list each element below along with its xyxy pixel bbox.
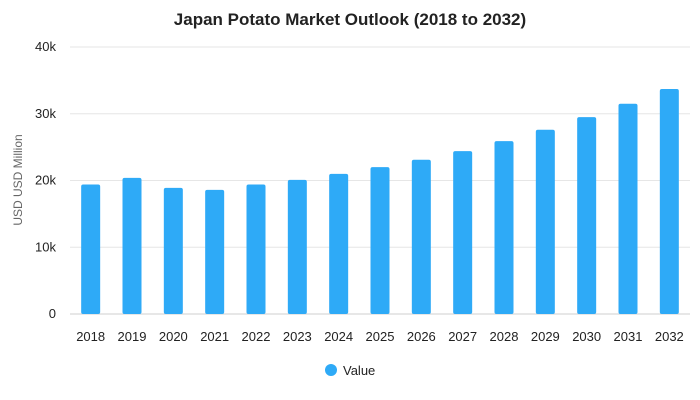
x-tick-label-2022: 2022 bbox=[242, 329, 271, 344]
bar-2020[interactable] bbox=[163, 187, 183, 314]
x-axis-ticks: 2018 2019 2020 2021 2022 2023 2024 2025 2026 2027… bbox=[76, 329, 684, 344]
x-tick-label-2020: 2020 bbox=[159, 329, 188, 344]
x-tick-label-2028: 2028 bbox=[490, 329, 519, 344]
bar-2028[interactable] bbox=[494, 141, 514, 314]
bar-2032[interactable] bbox=[659, 89, 679, 314]
legend-label-value: Value bbox=[343, 363, 375, 378]
y-tick-label: 10k bbox=[35, 239, 56, 254]
x-tick-label-2019: 2019 bbox=[118, 329, 147, 344]
bar-2029[interactable] bbox=[535, 129, 555, 314]
bar-2021[interactable] bbox=[205, 189, 225, 314]
bar-2022[interactable] bbox=[246, 184, 266, 315]
x-tick-label-2025: 2025 bbox=[366, 329, 395, 344]
y-tick-label: 0 bbox=[49, 306, 56, 321]
legend[interactable]: Value bbox=[325, 363, 375, 378]
x-tick-label-2027: 2027 bbox=[448, 329, 477, 344]
x-tick-label-2031: 2031 bbox=[614, 329, 643, 344]
y-tick-label: 20k bbox=[35, 173, 56, 188]
y-tick-label: 30k bbox=[35, 106, 56, 121]
bar-2025[interactable] bbox=[370, 167, 390, 314]
y-axis-label: USD USD Million bbox=[11, 134, 25, 225]
x-tick-label-2024: 2024 bbox=[324, 329, 353, 344]
bar-2018[interactable] bbox=[81, 184, 101, 315]
bar-2030[interactable] bbox=[577, 117, 597, 314]
x-tick-label-2032: 2032 bbox=[655, 329, 684, 344]
bar-2026[interactable] bbox=[411, 159, 431, 314]
x-tick-label-2021: 2021 bbox=[200, 329, 229, 344]
x-tick-label-2026: 2026 bbox=[407, 329, 436, 344]
x-tick-label-2023: 2023 bbox=[283, 329, 312, 344]
x-tick-label-2029: 2029 bbox=[531, 329, 560, 344]
bar-2024[interactable] bbox=[329, 173, 349, 314]
x-tick-label-2030: 2030 bbox=[572, 329, 601, 344]
chart-title: Japan Potato Market Outlook (2018 to 203… bbox=[174, 10, 526, 29]
y-axis-ticks: 0 10k 20k 30k 40k bbox=[35, 39, 56, 321]
bar-2027[interactable] bbox=[453, 151, 473, 314]
bars bbox=[81, 89, 679, 315]
x-tick-label-2018: 2018 bbox=[76, 329, 105, 344]
bar-2023[interactable] bbox=[287, 179, 307, 314]
bar-2019[interactable] bbox=[122, 177, 142, 314]
legend-swatch-value bbox=[325, 364, 337, 376]
bar-2031[interactable] bbox=[618, 103, 638, 315]
y-tick-label: 40k bbox=[35, 39, 56, 54]
